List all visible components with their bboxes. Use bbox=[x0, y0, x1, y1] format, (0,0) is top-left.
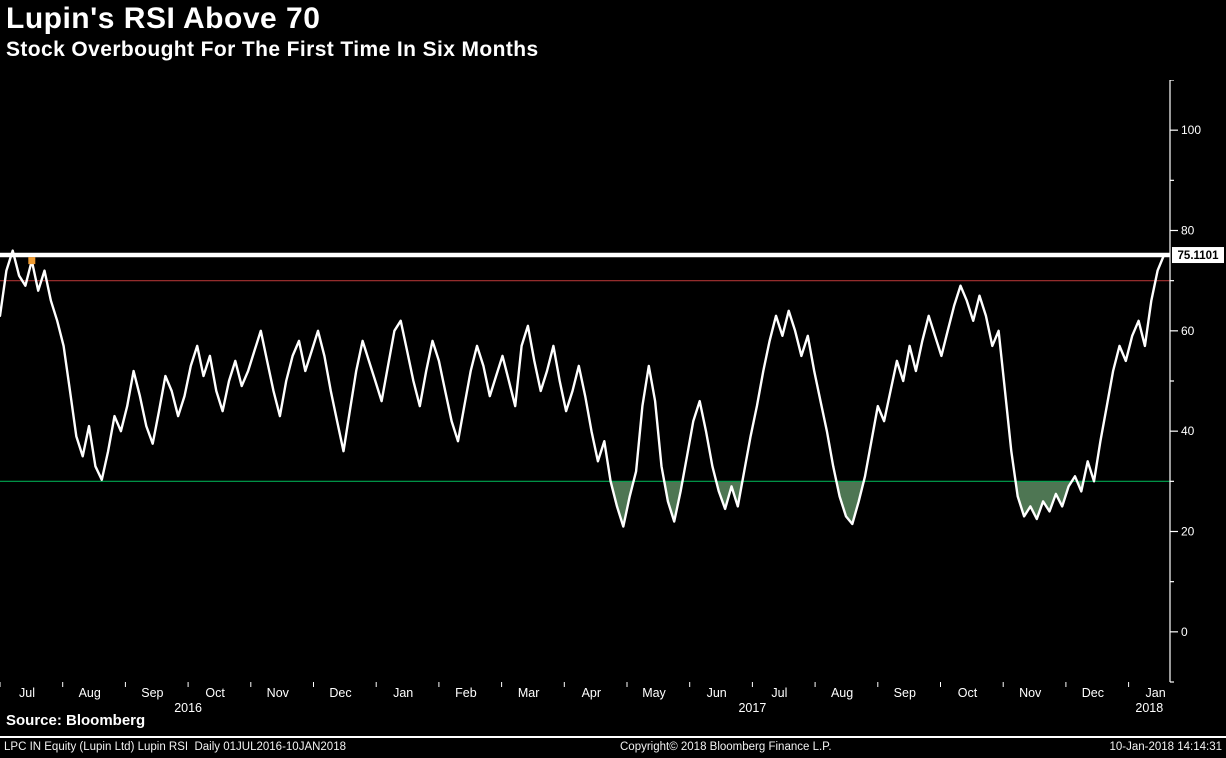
x-month-label: Dec bbox=[1082, 686, 1104, 700]
footer-divider bbox=[0, 736, 1226, 738]
rsi-line-chart-canvas[interactable]: 0 20 40 60 80 100 75.1101 Jul Aug Sep Oct Nov Dec Jan… bbox=[0, 80, 1226, 720]
rsi-series-line bbox=[0, 249, 1166, 528]
x-month-label: Aug bbox=[831, 686, 853, 700]
last-value-badge bbox=[1172, 247, 1224, 264]
timestamp: 10-Jan-2018 14:14:31 bbox=[1109, 741, 1222, 753]
x-month-label: Jul bbox=[19, 686, 35, 700]
x-month-label: Sep bbox=[141, 686, 163, 700]
x-year-label: 2017 bbox=[738, 701, 766, 715]
x-month-label: Sep bbox=[894, 686, 916, 700]
x-year-label: 2018 bbox=[1135, 701, 1163, 715]
copyright-text: Copyright© 2018 Bloomberg Finance L.P. bbox=[620, 741, 832, 753]
y-tick-label: 80 bbox=[1181, 224, 1195, 238]
x-month-label: Oct bbox=[958, 686, 978, 700]
annotation-marker bbox=[28, 257, 36, 265]
x-month-label: Aug bbox=[79, 686, 101, 700]
x-month-label: Oct bbox=[205, 686, 225, 700]
y-tick-label: 20 bbox=[1181, 525, 1195, 539]
x-month-label: Apr bbox=[582, 686, 601, 700]
x-month-label: Nov bbox=[267, 686, 290, 700]
x-month-label: May bbox=[642, 686, 666, 700]
x-month-label: Nov bbox=[1019, 686, 1042, 700]
page-title: Lupin's RSI Above 70 bbox=[6, 2, 321, 35]
x-month-label: Dec bbox=[329, 686, 351, 700]
x-month-label: Jul bbox=[771, 686, 787, 700]
chart-header: Lupin's RSI Above 70 Stock Overbought Fo… bbox=[6, 2, 539, 62]
x-month-label: Jan bbox=[1146, 686, 1166, 700]
last-value-text: 75.1101 bbox=[1178, 250, 1220, 262]
page-subtitle: Stock Overbought For The First Time In S… bbox=[6, 38, 539, 61]
x-year-label: 2016 bbox=[174, 701, 202, 715]
x-month-label: Feb bbox=[455, 686, 477, 700]
oversold-dip-fill bbox=[0, 481, 1164, 527]
y-tick-label: 100 bbox=[1181, 123, 1201, 137]
terminal-status-bar: LPC IN Equity (Lupin Ltd) Lupin RSI Dail… bbox=[0, 741, 1226, 757]
x-month-label: Mar bbox=[518, 686, 540, 700]
source-label: Source: Bloomberg bbox=[6, 712, 146, 729]
y-tick-label: 40 bbox=[1181, 424, 1195, 438]
y-tick-label: 60 bbox=[1181, 324, 1195, 338]
y-tick-label: 0 bbox=[1181, 625, 1188, 639]
security-descriptor: LPC IN Equity (Lupin Ltd) Lupin RSI Dail… bbox=[4, 741, 346, 753]
x-month-label: Jan bbox=[393, 686, 413, 700]
x-month-label: Jun bbox=[707, 686, 727, 700]
